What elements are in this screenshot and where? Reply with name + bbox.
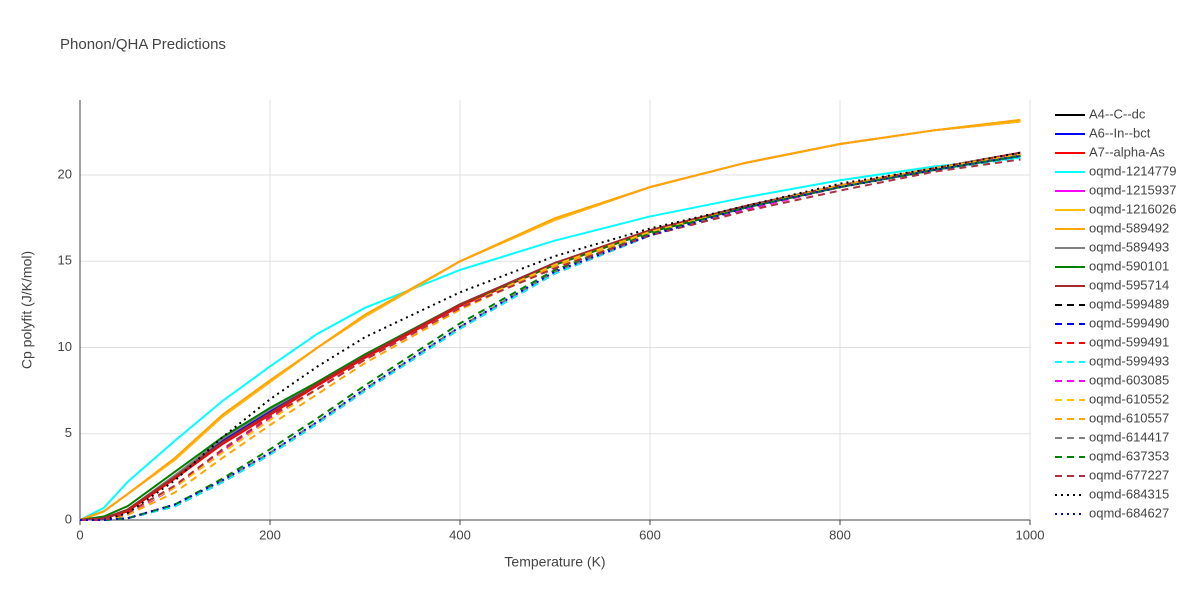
legend-label: oqmd-599493 xyxy=(1089,353,1169,368)
legend-label: oqmd-589493 xyxy=(1089,239,1169,254)
legend-label: oqmd-603085 xyxy=(1089,372,1169,387)
series-line xyxy=(79,153,1021,521)
series-line xyxy=(79,153,1021,521)
legend-label: oqmd-589492 xyxy=(1089,220,1169,235)
legend-label: oqmd-614417 xyxy=(1089,429,1169,444)
legend-label: oqmd-595714 xyxy=(1089,277,1169,292)
x-tick-label: 800 xyxy=(829,527,851,542)
series-line xyxy=(80,153,1021,521)
legend-label: oqmd-610557 xyxy=(1089,410,1169,425)
y-tick-label: 5 xyxy=(65,425,72,440)
x-tick-label: 1000 xyxy=(1016,527,1045,542)
legend-label: A7--alpha-As xyxy=(1089,144,1165,159)
legend-label: oqmd-684627 xyxy=(1089,505,1169,520)
legend-label: oqmd-637353 xyxy=(1089,448,1169,463)
series-line xyxy=(80,155,1021,521)
y-tick-label: 20 xyxy=(58,166,72,181)
series-line xyxy=(80,155,1021,521)
series-line xyxy=(79,151,1021,521)
chart-title: Phonon/QHA Predictions xyxy=(60,36,226,53)
series-line xyxy=(79,153,1021,521)
legend-label: oqmd-1216026 xyxy=(1089,201,1176,216)
x-tick-label: 200 xyxy=(259,527,281,542)
y-tick-label: 10 xyxy=(58,339,72,354)
series-line xyxy=(80,156,1021,521)
x-tick-label: 400 xyxy=(449,527,471,542)
legend-label: oqmd-610552 xyxy=(1089,391,1169,406)
legend-label: A4--C--dc xyxy=(1089,106,1146,121)
legend-label: oqmd-684315 xyxy=(1089,486,1169,501)
series-line xyxy=(79,155,1021,521)
series-line xyxy=(79,118,1021,521)
y-axis-label: Cp polyfit (J/K/mol) xyxy=(19,251,35,369)
legend-label: oqmd-590101 xyxy=(1089,258,1169,273)
series-line xyxy=(80,151,1021,521)
series-line xyxy=(79,120,1021,521)
x-tick-label: 600 xyxy=(639,527,661,542)
legend-label: oqmd-1215937 xyxy=(1089,182,1176,197)
legend-label: oqmd-1214779 xyxy=(1089,163,1176,178)
legend-label: A6--In--bct xyxy=(1089,125,1151,140)
y-tick-label: 15 xyxy=(58,253,72,268)
y-tick-label: 0 xyxy=(65,511,72,526)
x-tick-label: 0 xyxy=(76,527,83,542)
series-line xyxy=(80,155,1021,521)
legend-label: oqmd-599491 xyxy=(1089,334,1169,349)
x-axis-label: Temperature (K) xyxy=(504,554,605,570)
series-line xyxy=(79,156,1021,521)
series-line xyxy=(80,155,1021,521)
series-line xyxy=(79,153,1021,521)
legend-label: oqmd-599490 xyxy=(1089,315,1169,330)
series-line xyxy=(80,158,1021,521)
series-line xyxy=(80,155,1021,521)
series-line xyxy=(79,120,1021,521)
series-line xyxy=(80,155,1021,521)
legend-label: oqmd-677227 xyxy=(1089,467,1169,482)
series-line xyxy=(80,153,1021,521)
series-line xyxy=(80,155,1021,521)
legend-label: oqmd-599489 xyxy=(1089,296,1169,311)
